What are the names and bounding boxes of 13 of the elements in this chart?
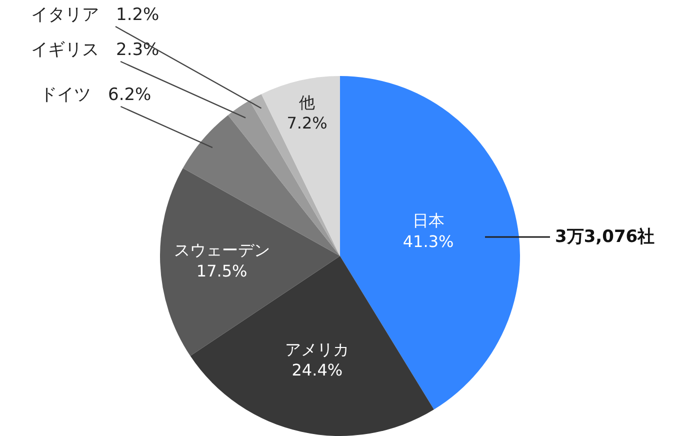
data-label: 41.3% <box>402 232 454 252</box>
text: 3万3,076社 <box>555 227 655 247</box>
data-label: 24.4% <box>292 360 343 380</box>
data-label: 7.2% <box>286 114 328 133</box>
slice-label: イタリア 1.2% <box>31 5 160 25</box>
slice-label: スウェーデン <box>174 240 270 260</box>
slice-label: ドイツ 6.2% <box>40 85 152 105</box>
slice-label: イギリス 2.3% <box>31 40 160 60</box>
slice-label: 他 <box>299 92 316 112</box>
slice-label: 日本 <box>412 211 444 230</box>
data-label: 17.5% <box>196 262 248 281</box>
pie-slice <box>190 256 434 436</box>
slice-label: アメリカ <box>285 340 350 359</box>
